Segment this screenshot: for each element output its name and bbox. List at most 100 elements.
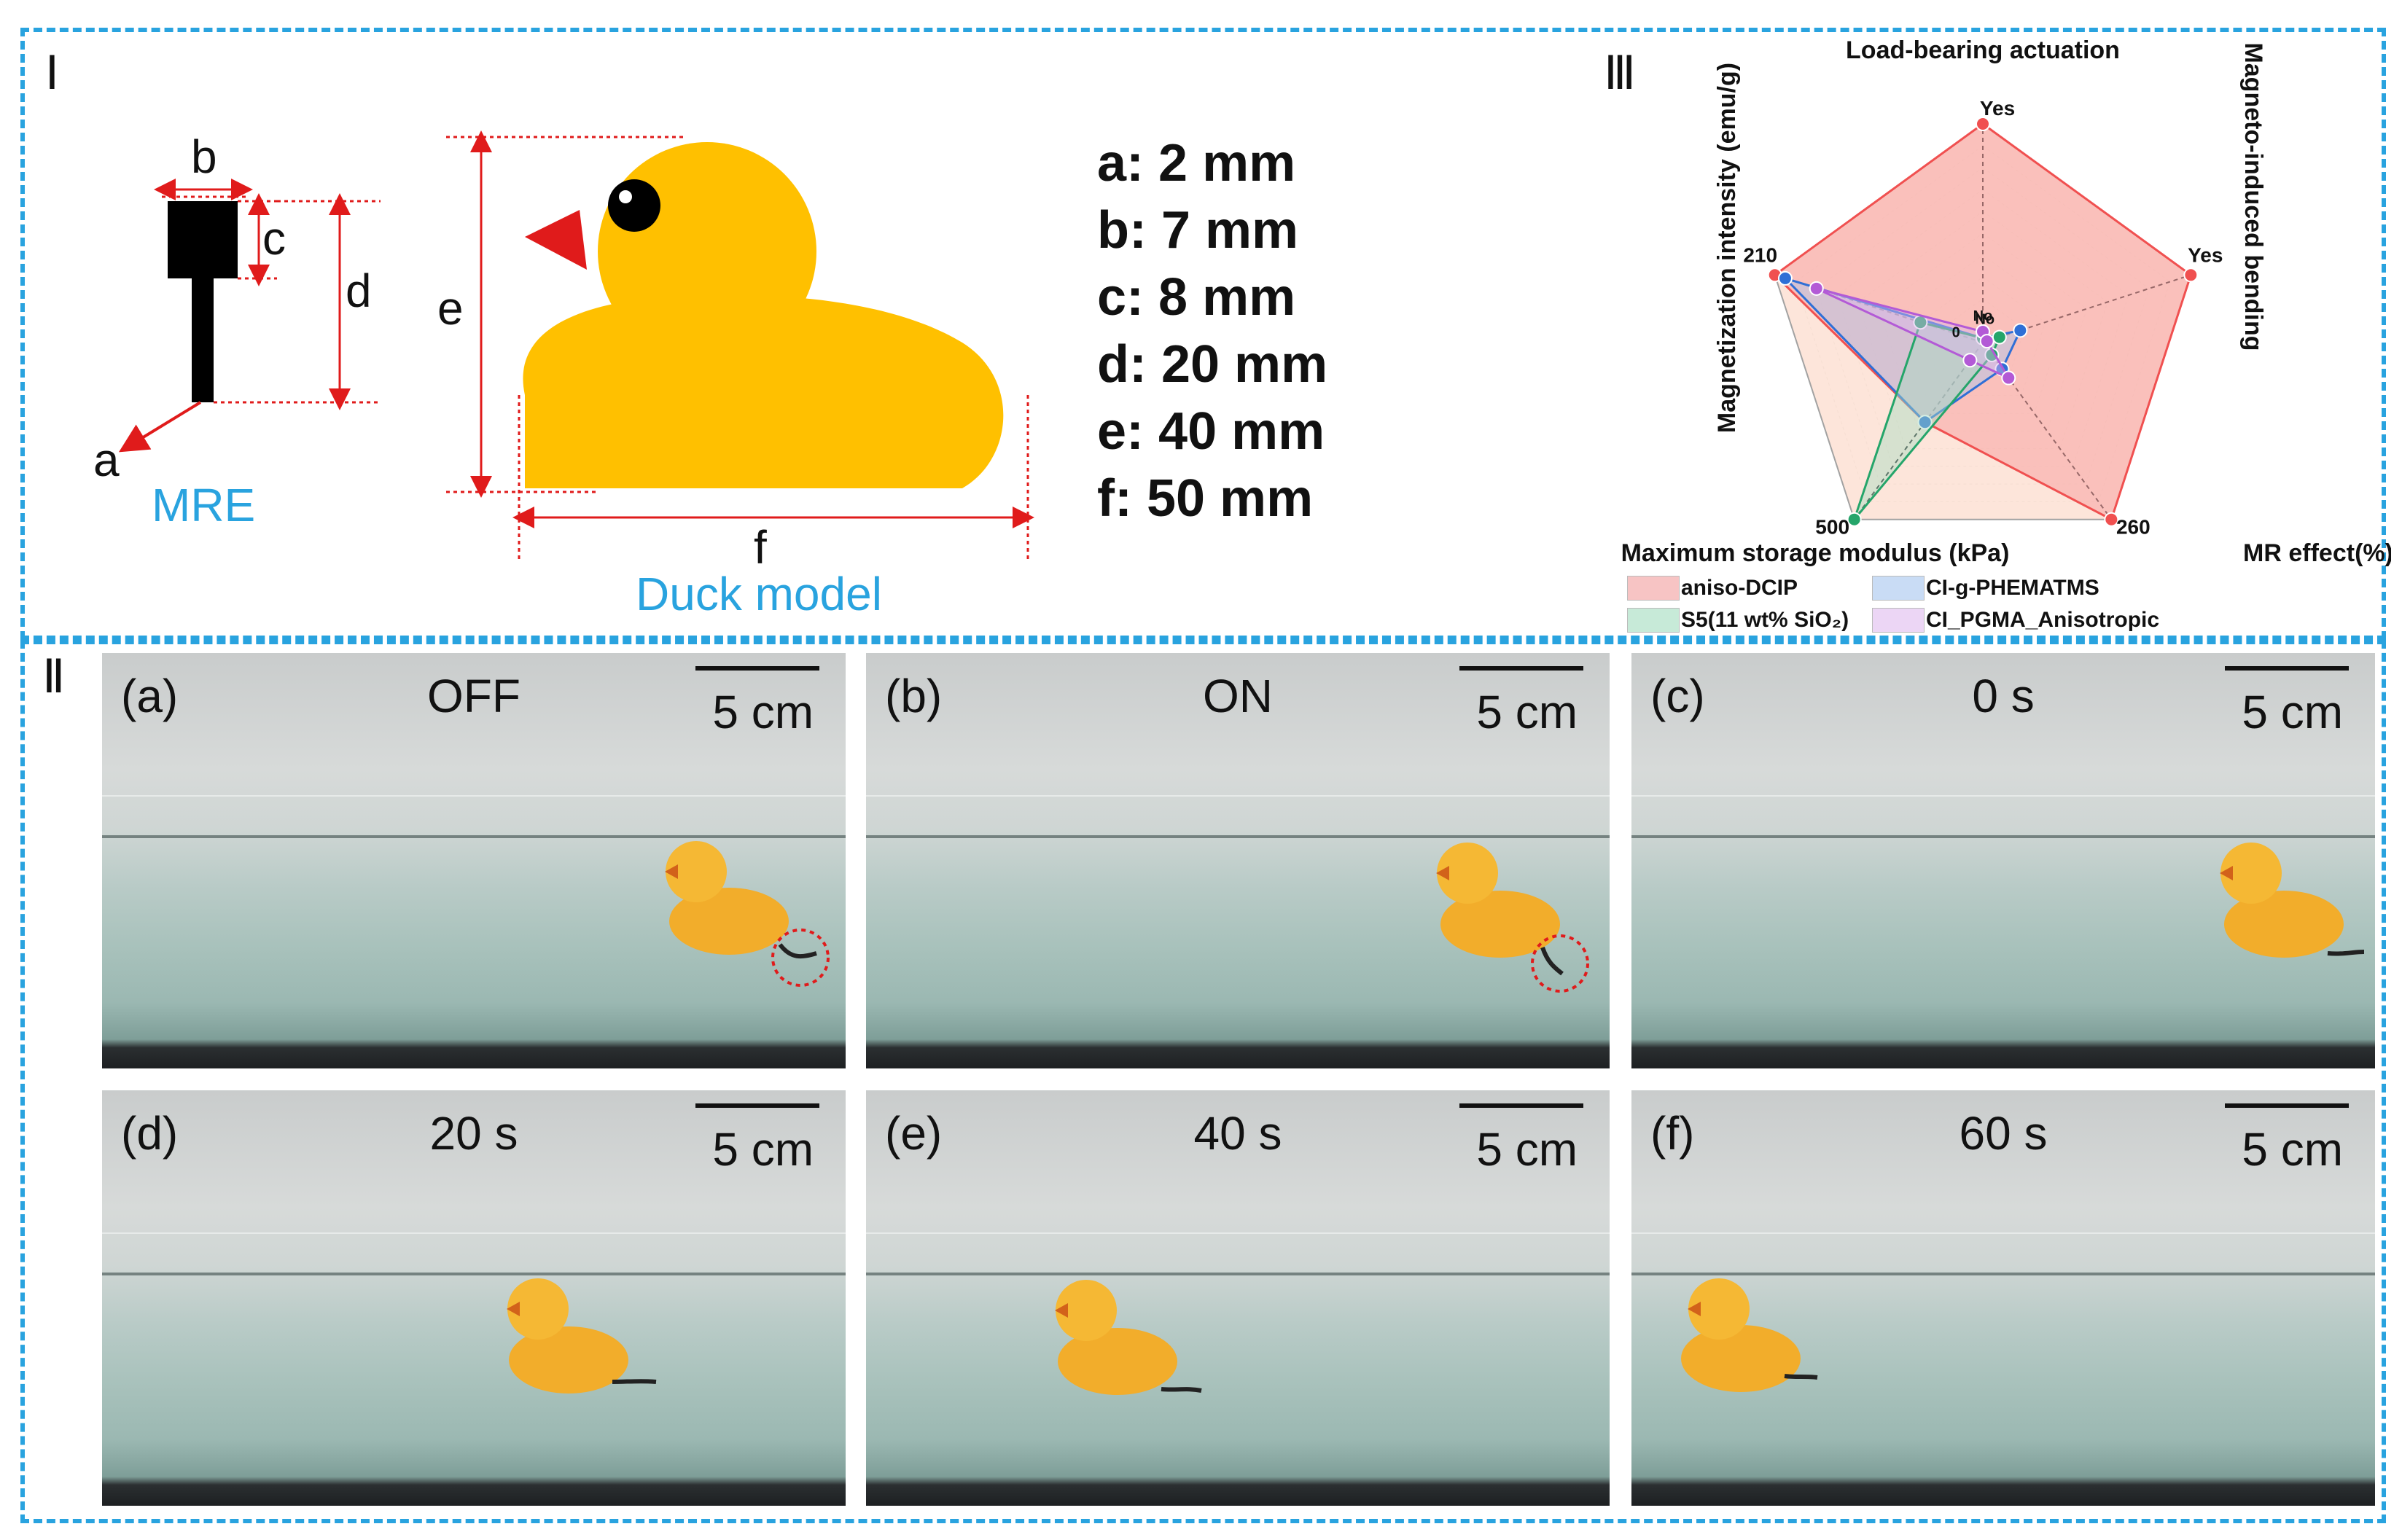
- legend-label-ci-pgma: CI_PGMA_Anisotropic: [1926, 608, 2160, 632]
- scale-text: 5 cm: [712, 1123, 814, 1176]
- radar-point: [1809, 281, 1824, 296]
- highlight-circle: [771, 929, 830, 987]
- panel-1-label: Ⅰ: [45, 47, 59, 99]
- legend-swatch-ci-pgma: [1872, 608, 1925, 633]
- radar-axis-min-label: No: [1973, 308, 1993, 324]
- radar-chart: Load-bearing actuation Yes No Magneto-induc…: [1621, 36, 2391, 567]
- legend-label-s5: S5(11 wt% SiO₂): [1681, 608, 1849, 632]
- spec-d: d: 20 mm: [1097, 335, 1328, 394]
- scale-text: 5 cm: [712, 686, 814, 738]
- duck-head: [598, 142, 816, 361]
- radar-axis-min-label: 0: [1952, 325, 1960, 341]
- duck-photo-head: [666, 841, 727, 902]
- scale-bar: [695, 1103, 819, 1108]
- scale-text: 5 cm: [1476, 686, 1578, 738]
- duck-beak: [525, 210, 587, 270]
- radar-axis-title: Magnetization intensity (emu/g): [1713, 63, 1741, 433]
- spec-f: f: 50 mm: [1097, 469, 1314, 528]
- spec-a: a: 2 mm: [1097, 134, 1296, 192]
- scale-bar: [2225, 666, 2349, 671]
- mre-head: [168, 201, 238, 278]
- panel-2-label: Ⅱ: [42, 651, 66, 703]
- radar-point: [1976, 117, 1990, 131]
- duck-photo-head: [1437, 843, 1498, 904]
- duck-photo-body: [669, 888, 789, 955]
- duck-photo-head: [2220, 843, 2282, 904]
- duck-photo-body: [1440, 891, 1560, 958]
- radar-axis-title: Magneto-induced bending: [2239, 42, 2267, 351]
- spec-b: b: 7 mm: [1097, 201, 1299, 259]
- dim-label-b: b: [191, 130, 217, 183]
- duck-photo-head: [507, 1278, 569, 1340]
- photo-title: ON: [1203, 670, 1273, 722]
- duck-photo-body: [509, 1326, 628, 1394]
- mre-schematic: [118, 179, 381, 453]
- radar-axis-max-label: Yes: [1980, 97, 2015, 120]
- scale-text: 5 cm: [2242, 1123, 2343, 1176]
- radar-axis-max-label: 500: [1815, 516, 1849, 539]
- photo-label: (f): [1650, 1107, 1695, 1160]
- photo-label: (e): [885, 1107, 943, 1160]
- radar-axis-title: MR effect(%): [2243, 539, 2391, 567]
- mre-caption: MRE: [152, 479, 256, 531]
- photo-a: (a) OFF 5 cm: [102, 653, 846, 1068]
- panel-2-border: [20, 640, 2386, 1523]
- radar-point: [2183, 267, 2199, 283]
- photo-e: (e) 40 s 5 cm: [866, 1090, 1610, 1506]
- spec-c: c: 8 mm: [1097, 268, 1296, 327]
- scale-text: 5 cm: [2242, 686, 2343, 738]
- highlight-circle: [1531, 934, 1589, 993]
- spec-e: e: 40 mm: [1097, 402, 1325, 461]
- radar-axis-title: Load-bearing actuation: [1846, 36, 2120, 64]
- duck-photo-head: [1688, 1278, 1750, 1340]
- radar-axis-max-label: 210: [1743, 243, 1777, 266]
- radar-point: [2013, 323, 2028, 338]
- duck-caption: Duck model: [636, 568, 882, 620]
- legend-swatch-s5: [1627, 608, 1680, 633]
- scale-bar: [2225, 1103, 2349, 1108]
- photo-label: (d): [121, 1107, 179, 1160]
- radar-point: [1777, 270, 1793, 286]
- scale-bar: [1459, 666, 1583, 671]
- duck-photo-body: [1681, 1325, 1801, 1392]
- dim-label-f: f: [754, 521, 767, 574]
- duck-eye: [608, 179, 660, 232]
- radar-point: [1847, 512, 1862, 527]
- photo-f: (f) 60 s 5 cm: [1631, 1090, 2375, 1506]
- radar-point: [1979, 334, 1994, 349]
- radar-axis-min-label: No: [1975, 312, 1994, 328]
- panel-3-label: Ⅲ: [1604, 47, 1637, 99]
- photo-label: (b): [885, 670, 943, 722]
- radar-axis-max-label: 260: [2116, 516, 2151, 539]
- duck-schematic: [446, 130, 1034, 561]
- photo-title: 0 s: [1972, 670, 2035, 722]
- radar-point: [1962, 353, 1978, 368]
- photo-label: (a): [121, 670, 179, 722]
- radar-point: [2104, 512, 2119, 527]
- legend-label-ci-g-phematms: CI-g-PHEMATMS: [1926, 576, 2099, 600]
- duck-photo-body: [1058, 1328, 1177, 1395]
- photo-b: (b) ON 5 cm: [866, 653, 1610, 1068]
- photo-title: OFF: [427, 670, 520, 722]
- scale-text: 5 cm: [1476, 1123, 1578, 1176]
- duck-photo-head: [1056, 1280, 1117, 1341]
- radar-point: [1917, 415, 1933, 430]
- legend-swatch-ci-g-phematms: [1872, 576, 1925, 601]
- radar-axis-max-label: Yes: [2188, 243, 2223, 266]
- photo-title: 40 s: [1193, 1107, 1282, 1160]
- dim-label-d: d: [346, 265, 372, 317]
- photo-title: 60 s: [1959, 1107, 2048, 1160]
- duck-photo-body: [2224, 891, 2344, 958]
- radar-axis-title: Maximum storage modulus (kPa): [1621, 539, 2010, 567]
- legend-label-aniso-dcip: aniso-DCIP: [1681, 576, 1798, 600]
- radar-point: [2001, 370, 2016, 386]
- photo-d: (d) 20 s 5 cm: [102, 1090, 846, 1506]
- radar-point: [1992, 329, 2007, 345]
- radar-series-0: [1773, 122, 2193, 521]
- photo-c: (c) 0 s 5 cm: [1631, 653, 2375, 1068]
- dim-label-c: c: [262, 212, 286, 265]
- panel-1-border: [20, 28, 2386, 640]
- dim-label-a: a: [93, 434, 120, 486]
- scale-bar: [695, 666, 819, 671]
- legend-swatch-aniso-dcip: [1627, 576, 1680, 601]
